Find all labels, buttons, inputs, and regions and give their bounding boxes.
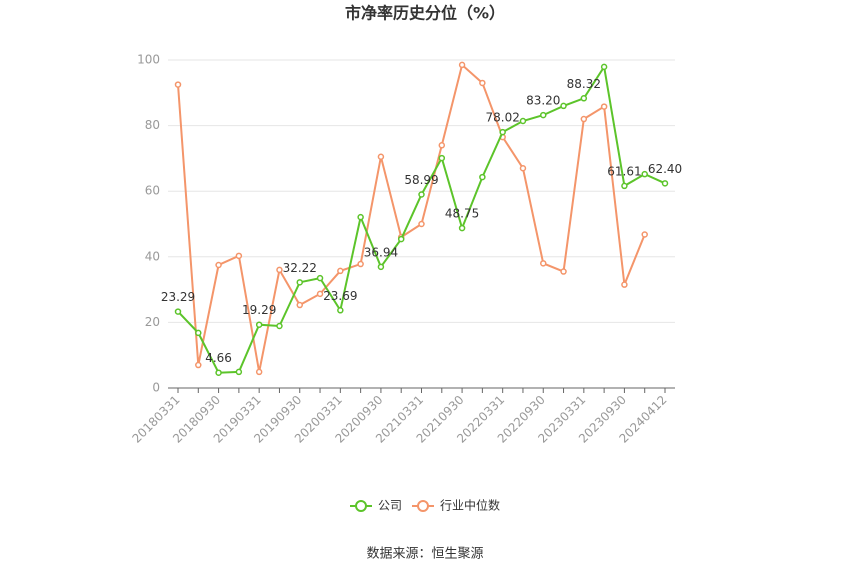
point <box>174 81 182 88</box>
point <box>519 164 527 172</box>
point <box>600 103 608 110</box>
point <box>479 173 486 181</box>
source: 数据来源：恒生聚源 <box>366 547 483 562</box>
point <box>418 191 425 198</box>
point <box>540 260 547 267</box>
point <box>276 266 283 274</box>
point <box>438 154 446 162</box>
chart-title: 市净率历史分位（%） <box>345 4 505 23</box>
point <box>580 95 588 102</box>
data-label: 23.69 <box>323 289 357 303</box>
point <box>357 260 364 268</box>
data-label: 23.29 <box>161 290 195 304</box>
data-label: 32.22 <box>283 261 317 275</box>
legend-label: 公司 <box>378 499 402 513</box>
data-label: 61.61 <box>607 164 641 178</box>
point <box>255 321 263 328</box>
point <box>215 369 222 376</box>
point <box>560 268 567 275</box>
point <box>560 102 567 110</box>
point <box>195 329 202 337</box>
point <box>661 180 669 187</box>
point <box>174 308 182 315</box>
y-tick-label: 20 <box>145 315 160 329</box>
point <box>255 368 263 376</box>
point <box>377 153 385 161</box>
point <box>621 281 628 288</box>
y-tick-label: 40 <box>145 249 160 263</box>
data-label: 58.99 <box>404 173 438 187</box>
data-label: 36.94 <box>364 245 398 259</box>
point <box>641 170 648 178</box>
point <box>316 274 324 282</box>
point <box>519 117 527 125</box>
point <box>458 61 466 69</box>
point <box>580 115 588 123</box>
series-line <box>177 63 646 373</box>
point <box>621 182 628 190</box>
point <box>235 252 243 260</box>
point <box>438 142 446 149</box>
point <box>337 267 344 275</box>
data-label: 88.32 <box>567 77 601 91</box>
data-label: 78.02 <box>485 111 519 125</box>
point <box>540 111 547 119</box>
data-label: 62.40 <box>648 162 682 176</box>
data-label: 4.66 <box>205 351 232 365</box>
point <box>499 128 506 136</box>
data-label: 19.29 <box>242 303 276 317</box>
legend-marker <box>417 500 429 512</box>
point <box>479 79 486 87</box>
point <box>215 261 222 269</box>
point <box>296 301 303 309</box>
point <box>235 368 243 376</box>
y-tick-label: 60 <box>145 184 160 198</box>
point <box>276 322 283 330</box>
data-label: 48.75 <box>445 207 479 221</box>
legend-label: 行业中位数 <box>440 498 500 513</box>
point <box>296 279 303 286</box>
point <box>357 213 364 221</box>
point <box>397 235 405 243</box>
y-tick-label: 80 <box>145 118 160 132</box>
point <box>458 224 466 232</box>
legend-marker <box>355 500 367 512</box>
data-label: 83.20 <box>526 94 560 108</box>
point <box>418 220 425 228</box>
point <box>337 307 344 314</box>
y-tick-label: 0 <box>152 381 160 395</box>
point <box>377 263 385 271</box>
point <box>316 290 324 298</box>
point <box>641 231 648 238</box>
point <box>600 63 608 71</box>
y-tick-label: 100 <box>137 53 160 67</box>
point <box>195 361 202 369</box>
